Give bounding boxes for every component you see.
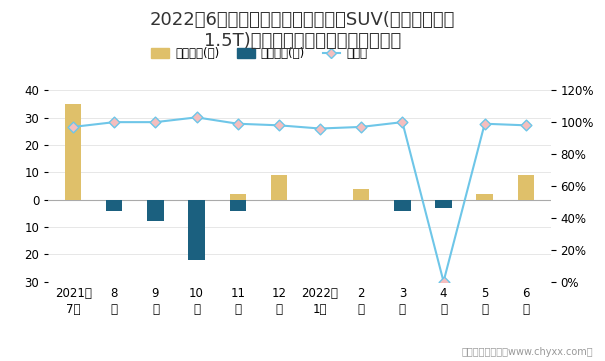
Point	[439, 279, 448, 284]
Bar	[353, 189, 370, 200]
Point	[233, 121, 243, 127]
Point	[356, 124, 366, 130]
Bar	[270, 175, 287, 200]
Point	[68, 124, 78, 130]
Bar	[106, 200, 122, 210]
Point	[397, 119, 407, 125]
Bar	[147, 200, 163, 221]
Point	[151, 119, 160, 125]
Bar	[436, 200, 452, 208]
Point	[192, 114, 201, 120]
Bar	[188, 200, 205, 260]
Bar	[229, 194, 246, 200]
Text: 制图：智研咨询（www.chyxx.com）: 制图：智研咨询（www.chyxx.com）	[461, 347, 593, 357]
Point	[480, 121, 489, 127]
Legend: 积压库存(辆), 清仓库存(辆), 产销率: 积压库存(辆), 清仓库存(辆), 产销率	[146, 43, 372, 65]
Point	[315, 126, 325, 131]
Point	[110, 119, 119, 125]
Bar	[229, 200, 246, 210]
Bar	[394, 200, 411, 210]
Bar	[518, 175, 534, 200]
Point	[521, 122, 531, 128]
Text: 2022年6月雪佛兰探界者旗下最畅销SUV(雪佛兰探界者
1.5T)近一年库存情况及产销率统计图: 2022年6月雪佛兰探界者旗下最畅销SUV(雪佛兰探界者 1.5T)近一年库存情…	[150, 11, 455, 49]
Point	[274, 122, 284, 128]
Bar	[477, 194, 493, 200]
Bar	[65, 104, 81, 200]
